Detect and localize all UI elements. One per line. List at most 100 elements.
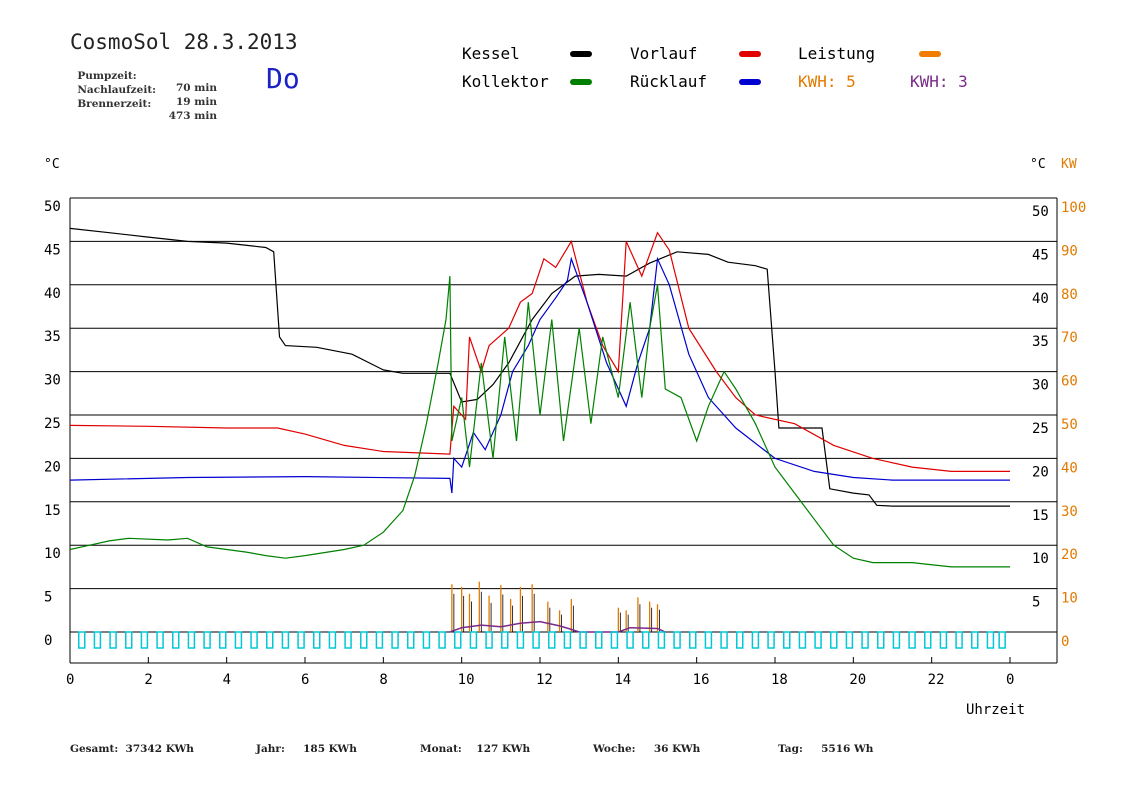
footer-jahr-label: Jahr: <box>256 743 285 755</box>
y-tick-right-kw-100: 100 <box>1061 200 1086 216</box>
pump-marker-25 <box>470 632 476 648</box>
pump-marker-1 <box>94 632 100 648</box>
pump-marker-14 <box>298 632 304 648</box>
footer-monat-label: Monat: <box>420 743 462 755</box>
y-tick-left-45: 45 <box>44 242 61 258</box>
pump-marker-56 <box>956 632 962 648</box>
pump-marker-27 <box>502 632 508 648</box>
y-tick-right-c-30: 30 <box>1032 378 1049 394</box>
y-tick-left-20: 20 <box>44 459 61 475</box>
x-tick-5: 10 <box>458 672 475 688</box>
y-axis-label-left: °C <box>44 157 60 172</box>
y-tick-right-c-20: 20 <box>1032 464 1049 480</box>
pump-marker-42 <box>737 632 743 648</box>
x-tick-3: 6 <box>301 672 309 688</box>
x-tick-0: 0 <box>66 672 74 688</box>
pump-marker-7 <box>188 632 194 648</box>
y-tick-right-kw-90: 90 <box>1061 243 1078 259</box>
y-tick-right-c-40: 40 <box>1032 291 1049 307</box>
y-axis-left: 0 5 10 15 20 25 30 35 40 45 50 <box>44 199 61 649</box>
x-tick-8: 16 <box>693 672 710 688</box>
y-tick-right-kw-70: 70 <box>1061 330 1078 346</box>
x-tick-6: 12 <box>536 672 553 688</box>
pump-marker-21 <box>408 632 414 648</box>
pump-marker-28 <box>517 632 523 648</box>
pump-marker-6 <box>173 632 179 648</box>
y-tick-left-50: 50 <box>44 199 61 215</box>
x-tick-9: 18 <box>771 672 788 688</box>
x-tick-10: 20 <box>849 672 866 688</box>
y-axis-label-right-kw: KW <box>1061 157 1077 172</box>
pump-marker-47 <box>815 632 821 648</box>
chart-series <box>70 228 1010 632</box>
y-tick-left-30: 30 <box>44 373 61 389</box>
y-tick-right-kw-0: 0 <box>1061 634 1069 650</box>
y-tick-right-kw-80: 80 <box>1061 287 1078 303</box>
y-tick-right-kw-40: 40 <box>1061 460 1078 476</box>
pump-marker-12 <box>267 632 273 648</box>
pump-marker-44 <box>768 632 774 648</box>
pump-marker-19 <box>376 632 382 648</box>
y-tick-left-0: 0 <box>44 633 52 649</box>
y-tick-left-40: 40 <box>44 286 61 302</box>
pump-marker-33 <box>596 632 602 648</box>
pump-marker-3 <box>126 632 132 648</box>
pump-marker-17 <box>345 632 351 648</box>
pump-marker-43 <box>752 632 758 648</box>
pump-marker-5 <box>157 632 163 648</box>
pump-marker-20 <box>392 632 398 648</box>
y-tick-left-15: 15 <box>44 503 61 519</box>
footer-gesamt-label: Gesamt: <box>70 743 118 755</box>
chart-frame <box>70 198 1057 663</box>
y-tick-left-10: 10 <box>44 546 61 562</box>
pump-marker-46 <box>799 632 805 648</box>
pump-marker-0 <box>79 632 85 648</box>
footer-jahr: Jahr: 185 KWh <box>256 743 357 755</box>
pump-marker-59 <box>999 632 1005 648</box>
pump-marker-38 <box>674 632 680 648</box>
x-tick-7: 14 <box>614 672 631 688</box>
footer-woche: Woche: 36 KWh <box>593 743 700 755</box>
pump-marker-41 <box>721 632 727 648</box>
pump-marker-35 <box>627 632 633 648</box>
pump-marker-49 <box>846 632 852 648</box>
x-tick-4: 8 <box>379 672 387 688</box>
pump-marker-40 <box>705 632 711 648</box>
y-tick-right-c-45: 45 <box>1032 247 1049 263</box>
pump-marker-58 <box>987 632 993 648</box>
x-tick-1: 2 <box>144 672 152 688</box>
y-tick-left-25: 25 <box>44 416 61 432</box>
pump-marker-54 <box>925 632 931 648</box>
pump-marker-24 <box>455 632 461 648</box>
pump-marker-30 <box>549 632 555 648</box>
y-axis-right: 5101520253035404550010203040506070809010… <box>1032 200 1086 650</box>
y-tick-right-kw-10: 10 <box>1061 591 1078 607</box>
pump-marker-34 <box>611 632 617 648</box>
pump-marker-37 <box>658 632 664 648</box>
pump-marker-11 <box>251 632 257 648</box>
y-tick-right-c-50: 50 <box>1032 204 1049 220</box>
footer-tag: Tag: 5516 Wh <box>778 743 873 755</box>
pump-marker-4 <box>141 632 147 648</box>
y-tick-left-5: 5 <box>44 590 52 606</box>
pump-marker-8 <box>204 632 210 648</box>
pump-marker-15 <box>314 632 320 648</box>
x-tick-11: 22 <box>928 672 945 688</box>
y-axis-label-right-c: °C <box>1030 157 1046 172</box>
y-tick-right-kw-30: 30 <box>1061 504 1078 520</box>
pump-marker-55 <box>940 632 946 648</box>
footer-woche-label: Woche: <box>593 743 636 755</box>
pump-marker-32 <box>580 632 586 648</box>
footer-woche-value: 36 KWh <box>654 743 700 755</box>
pump-marker-48 <box>831 632 837 648</box>
pump-marker-16 <box>329 632 335 648</box>
pump-marker-18 <box>361 632 367 648</box>
pump-marker-51 <box>878 632 884 648</box>
pump-markers <box>79 632 1005 648</box>
pump-marker-36 <box>643 632 649 648</box>
x-tick-2: 4 <box>223 672 231 688</box>
y-tick-left-35: 35 <box>44 329 61 345</box>
footer-gesamt-value: 37342 KWh <box>126 743 194 755</box>
pump-marker-9 <box>220 632 226 648</box>
